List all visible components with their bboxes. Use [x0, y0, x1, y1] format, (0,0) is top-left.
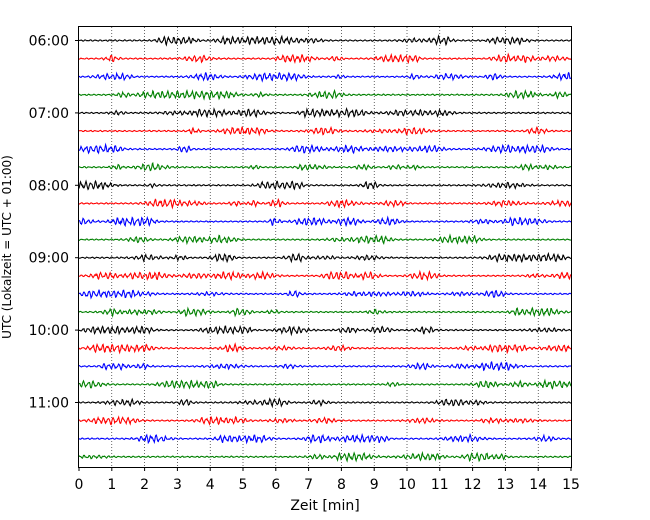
- trace-1045: [78, 378, 572, 390]
- grid-lines: [111, 27, 539, 467]
- trace-0945: [78, 306, 572, 318]
- trace-0830: [78, 215, 572, 228]
- trace-1145: [78, 450, 572, 463]
- x-tick-label: 1: [107, 477, 116, 493]
- y-tick-label: 07:00: [29, 106, 69, 122]
- x-tick-label: 10: [398, 477, 416, 493]
- x-tick-label: 12: [464, 477, 482, 493]
- x-tick-label: 2: [140, 477, 149, 493]
- trace-0845: [78, 233, 572, 246]
- trace-0815: [78, 197, 572, 210]
- trace-1030: [78, 360, 572, 372]
- trace-0615: [78, 52, 572, 65]
- trace-1100: [78, 397, 572, 409]
- trace-0700: [78, 107, 572, 119]
- y-axis: 06:00 07:00 08:00 09:00 10:00 11:00: [29, 34, 79, 412]
- trace-1015: [78, 342, 572, 355]
- y-axis-label: UTC (Lokalzeit = UTC + 01:00): [0, 155, 14, 339]
- trace-0800: [78, 179, 572, 191]
- x-tick-label: 9: [370, 477, 379, 493]
- trace-0730: [78, 142, 572, 155]
- trace-0715: [78, 125, 572, 137]
- plot-frame: [78, 26, 572, 468]
- x-tick-label: 8: [337, 477, 346, 493]
- trace-1000: [78, 324, 572, 337]
- y-tick-label: 09:00: [29, 251, 69, 267]
- x-tick-label: 15: [562, 477, 580, 493]
- x-tick-label: 7: [304, 477, 313, 493]
- trace-0745: [78, 161, 572, 172]
- y-tick-label: 06:00: [29, 34, 69, 50]
- trace-layer: [78, 34, 572, 463]
- x-tick-label: 6: [271, 477, 280, 493]
- y-tick-label: 08:00: [29, 178, 69, 194]
- trace-0645: [78, 88, 572, 101]
- trace-0930: [78, 289, 572, 300]
- y-tick-label: 10:00: [29, 323, 69, 339]
- x-axis-label: Zeit [min]: [290, 498, 359, 514]
- x-tick-label: 5: [239, 477, 248, 493]
- x-tick-label: 4: [206, 477, 215, 493]
- trace-0900: [78, 251, 571, 264]
- trace-0630: [78, 71, 572, 83]
- trace-0915: [79, 269, 572, 282]
- x-tick-label: 3: [173, 477, 182, 493]
- x-tick-label: 14: [529, 477, 547, 493]
- x-tick-label: 0: [75, 477, 84, 493]
- trace-0600: [78, 34, 572, 47]
- x-axis: 0 1 2 3 4 5 6 7 8 9 10 11 12 13 14 15: [75, 467, 580, 493]
- trace-1130: [78, 432, 572, 445]
- trace-1115: [78, 415, 572, 426]
- y-tick-label: 11:00: [29, 396, 69, 412]
- x-tick-label: 13: [496, 477, 514, 493]
- x-tick-label: 11: [431, 477, 449, 493]
